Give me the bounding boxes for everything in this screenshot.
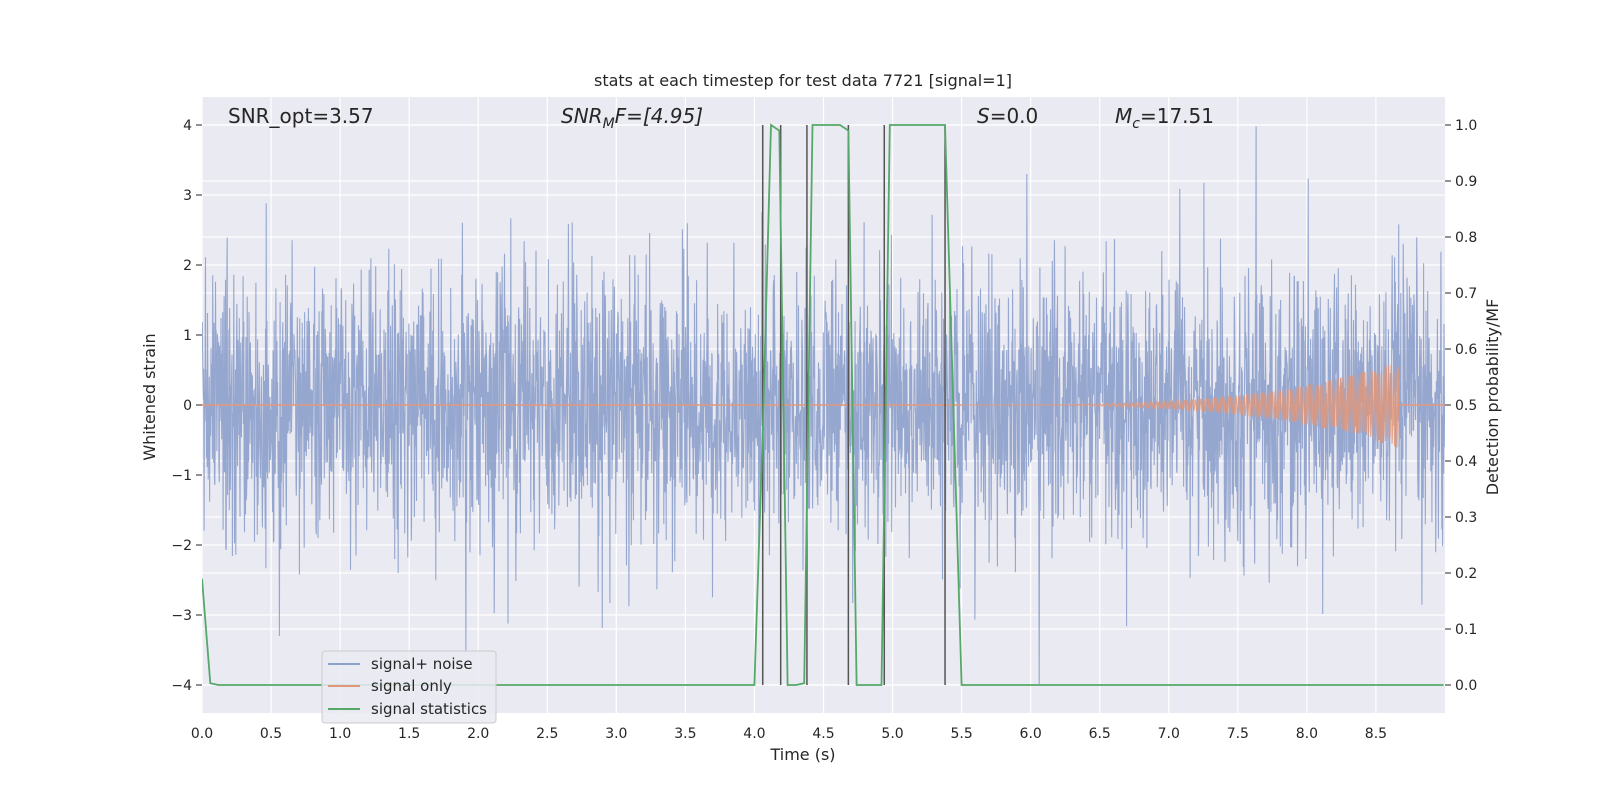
noise-line bbox=[202, 126, 1445, 686]
y-tick-left-label: −4 bbox=[171, 678, 192, 694]
y-tick-right-label: 0.9 bbox=[1455, 174, 1477, 190]
x-tick-label: 0.5 bbox=[260, 726, 282, 742]
annotation-mc: Mc=17.51 bbox=[1115, 104, 1214, 132]
y-tick-right-label: 0.8 bbox=[1455, 230, 1477, 246]
y-tick-right-label: 0.2 bbox=[1455, 566, 1477, 582]
annotation-snr-opt: SNR_opt=3.57 bbox=[228, 104, 374, 128]
x-tick-label: 7.5 bbox=[1227, 726, 1249, 742]
y-axis-right-label: Detection probability/MF bbox=[1483, 299, 1502, 496]
y-tick-left-label: 4 bbox=[183, 118, 192, 134]
y-axis-left-label: Whitened strain bbox=[140, 333, 159, 460]
legend-box bbox=[321, 650, 497, 724]
x-tick-label: 7.0 bbox=[1158, 726, 1180, 742]
y-tick-left-label: 3 bbox=[183, 188, 192, 204]
series-signal-noise bbox=[202, 126, 1445, 686]
x-tick-label: 3.0 bbox=[605, 726, 627, 742]
series-signal-statistics bbox=[202, 123, 1444, 686]
y-tick-left-label: −3 bbox=[171, 608, 192, 624]
x-tick-label: 4.0 bbox=[743, 726, 765, 742]
x-tick-label: 1.0 bbox=[329, 726, 351, 742]
annotation-s: S=0.0 bbox=[977, 104, 1038, 128]
y-tick-right-label: 0.4 bbox=[1455, 454, 1477, 470]
y-tick-right-label: 0.1 bbox=[1455, 622, 1477, 638]
x-tick-label: 1.5 bbox=[398, 726, 420, 742]
y-axis-right-ticks: 1.0 0.9 0.8 0.7 0.6 0.5 0.4 0.3 0.2 0.1 0.0 bbox=[1445, 118, 1477, 694]
y-tick-left-label: 1 bbox=[183, 328, 192, 344]
x-tick-label: 0.0 bbox=[191, 726, 213, 742]
y-tick-right-label: 0.3 bbox=[1455, 510, 1477, 526]
x-tick-label: 8.5 bbox=[1365, 726, 1387, 742]
annotation-snr-mf: SNRMF=[4.95] bbox=[561, 104, 703, 132]
legend-label-noise: signal+ noise bbox=[371, 655, 473, 673]
y-tick-right-label: 0.5 bbox=[1455, 398, 1477, 414]
x-tick-label: 6.5 bbox=[1089, 726, 1111, 742]
legend-label-signal: signal only bbox=[371, 677, 452, 695]
x-tick-label: 4.5 bbox=[812, 726, 834, 742]
vertical-markers bbox=[761, 125, 946, 685]
x-tick-label: 3.5 bbox=[674, 726, 696, 742]
x-tick-label: 5.5 bbox=[950, 726, 972, 742]
x-tick-label: 6.0 bbox=[1020, 726, 1042, 742]
y-axis-left-ticks: 4 3 2 1 0 −1 −2 −3 −4 bbox=[171, 118, 202, 694]
y-tick-left-label: 2 bbox=[183, 258, 192, 274]
x-tick-label: 5.0 bbox=[881, 726, 903, 742]
y-tick-left-label: 0 bbox=[183, 398, 192, 414]
y-tick-right-label: 0.6 bbox=[1455, 342, 1477, 358]
x-tick-label: 2.5 bbox=[536, 726, 558, 742]
chart-title: stats at each timestep for test data 772… bbox=[594, 71, 1012, 90]
y-tick-right-label: 0.0 bbox=[1455, 678, 1477, 694]
series-signal-only bbox=[202, 364, 1445, 448]
y-tick-right-label: 0.7 bbox=[1455, 286, 1477, 302]
x-axis-label: Time (s) bbox=[769, 745, 835, 764]
x-tick-label: 8.0 bbox=[1296, 726, 1318, 742]
signal-chirp bbox=[961, 364, 1400, 448]
stats-line bbox=[202, 123, 1444, 686]
legend: signal+ noise signal only signal statist… bbox=[321, 650, 497, 724]
x-tick-label: 2.0 bbox=[467, 726, 489, 742]
y-tick-right-label: 1.0 bbox=[1455, 118, 1477, 134]
y-tick-left-label: −1 bbox=[171, 468, 192, 484]
y-tick-left-label: −2 bbox=[171, 538, 192, 554]
legend-label-stats: signal statistics bbox=[371, 700, 487, 718]
x-axis-ticks: 0.0 0.5 1.0 1.5 2.0 2.5 3.0 3.5 4.0 4.5 5.0 5.5 6.0 6… bbox=[191, 726, 1387, 742]
